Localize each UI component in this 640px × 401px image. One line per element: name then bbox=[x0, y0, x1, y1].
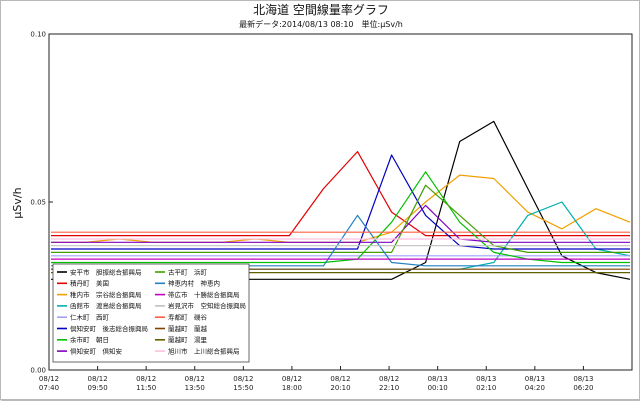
x-tick-time: 22:10 bbox=[379, 384, 399, 392]
x-tick-date: 08/12 bbox=[379, 375, 399, 383]
y-tick-label: 0.00 bbox=[30, 367, 46, 375]
legend-label: 旭川市 上川総合振興局 bbox=[168, 346, 240, 355]
x-tick-time: 13:50 bbox=[185, 384, 205, 392]
x-tick-time: 02:10 bbox=[476, 384, 496, 392]
x-tick-date: 08/12 bbox=[87, 375, 107, 383]
legend-label: 古平町 浜町 bbox=[168, 267, 208, 276]
legend-label: 蘭越町 蘭越 bbox=[168, 324, 208, 333]
legend-label: 安平市 胆振総合振興局 bbox=[70, 267, 142, 276]
series-line-5 bbox=[51, 154, 630, 250]
x-tick-date: 08/13 bbox=[573, 375, 593, 383]
y-tick-label: 0.05 bbox=[30, 199, 46, 207]
x-tick-time: 06:20 bbox=[573, 384, 593, 392]
series-line-1 bbox=[51, 151, 630, 237]
x-tick-time: 11:50 bbox=[136, 384, 156, 392]
x-tick-date: 08/13 bbox=[476, 375, 496, 383]
x-tick-time: 00:10 bbox=[428, 384, 448, 392]
series-line-8 bbox=[51, 184, 630, 253]
y-axis: 0.00 0.05 0.10 bbox=[30, 31, 53, 375]
legend-label: 倶知安町 後志総合振興局 bbox=[70, 324, 148, 333]
legend-label: 寿都町 磯谷 bbox=[168, 313, 208, 322]
legend-label: 積丹町 美国 bbox=[70, 279, 109, 288]
series-line-7 bbox=[51, 204, 630, 243]
chart-title: 北海道 空間線量率グラフ bbox=[253, 2, 389, 17]
x-tick-time: 15:50 bbox=[233, 384, 253, 392]
x-tick-date: 08/13 bbox=[525, 375, 545, 383]
legend-label: 余市町 朝日 bbox=[70, 335, 109, 344]
legend-label: 仁木町 西町 bbox=[70, 313, 110, 322]
x-tick-time: 07:40 bbox=[39, 384, 59, 392]
x-tick-date: 08/12 bbox=[39, 375, 59, 383]
x-tick-time: 20:10 bbox=[330, 384, 350, 392]
legend-label: 神恵内村 神恵内 bbox=[168, 279, 220, 288]
legend-label: 帯広市 十勝総合振興局 bbox=[168, 290, 240, 299]
x-axis: 08/1207:4008/1209:5008/1211:5008/1213:50… bbox=[39, 366, 594, 392]
legend-box bbox=[52, 263, 250, 363]
x-tick-time: 09:50 bbox=[87, 384, 107, 392]
x-tick-date: 08/13 bbox=[428, 375, 448, 383]
x-tick-date: 08/12 bbox=[282, 375, 302, 383]
x-tick-date: 08/12 bbox=[233, 375, 253, 383]
x-tick-date: 08/12 bbox=[330, 375, 350, 383]
legend-label: 稚内市 宗谷総合振興局 bbox=[70, 290, 142, 299]
x-tick-date: 08/12 bbox=[136, 375, 156, 383]
x-tick-time: 18:00 bbox=[282, 384, 302, 392]
legend-label: 函館市 渡島総合振興局 bbox=[70, 301, 142, 310]
legend-label: 岩見沢市 空知総合振興局 bbox=[168, 301, 246, 310]
legend-label: 倶知安町 倶知安 bbox=[70, 346, 123, 355]
x-tick-time: 04:20 bbox=[525, 384, 545, 392]
y-axis-label: μSv/h bbox=[11, 187, 24, 218]
series-lines bbox=[51, 120, 631, 280]
chart-subtitle: 最新データ:2014/08/13 08:10 単位:μSv/h bbox=[239, 19, 403, 29]
y-tick-label: 0.10 bbox=[30, 31, 46, 39]
legend-label: 蘭越町 湯里 bbox=[168, 335, 208, 344]
x-tick-date: 08/12 bbox=[185, 375, 205, 383]
